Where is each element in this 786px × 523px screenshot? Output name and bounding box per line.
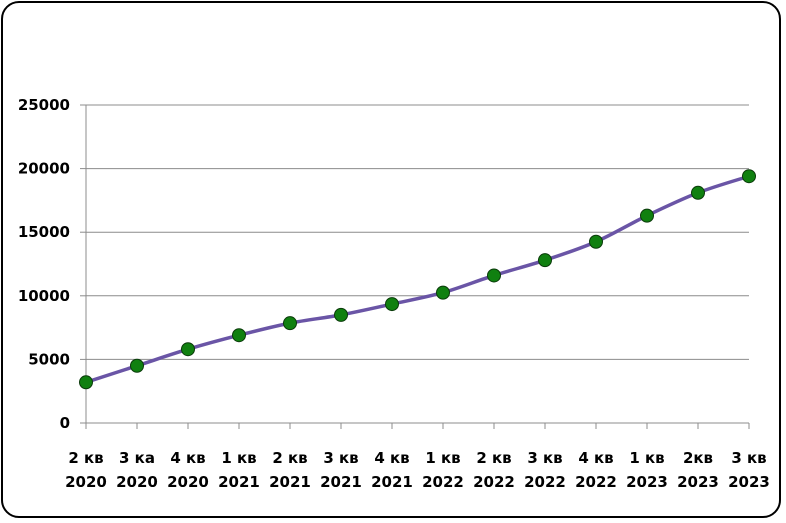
x-tick-label-year: 2021 [371, 473, 413, 491]
x-tick-label-quarter: 3 кв [731, 449, 766, 467]
x-tick-label-year: 2020 [65, 473, 107, 491]
x-tick-label-quarter: 4 кв [170, 449, 205, 467]
y-tick-label: 5000 [28, 350, 70, 368]
data-point [742, 169, 756, 184]
y-tick-label: 10000 [18, 287, 70, 305]
gridlines [86, 104, 749, 360]
data-point [283, 316, 297, 331]
x-tick-label-year: 2021 [320, 473, 362, 491]
data-point [334, 307, 348, 322]
x-tick-label-year: 2021 [218, 473, 260, 491]
data-point [487, 268, 501, 283]
y-tick-label: 0 [60, 414, 70, 432]
x-tick-label-year: 2022 [422, 473, 464, 491]
y-tick-label: 25000 [18, 96, 70, 114]
x-tick-label-quarter: 3 кв [323, 449, 358, 467]
x-tick-label-year: 2021 [269, 473, 311, 491]
x-tick-label-year: 2022 [524, 473, 566, 491]
x-tick-label-quarter: 3 кв [527, 449, 562, 467]
x-tick-label-year: 2023 [728, 473, 770, 491]
x-tick-label-quarter: 3 ка [119, 449, 155, 467]
x-tick-label-quarter: 2 кв [272, 449, 307, 467]
data-point [691, 185, 705, 200]
data-point [538, 253, 552, 268]
x-tick-labels: 2 кв 2020 3 ка 2020 4 кв 2020 1 кв 2021 2 кв 2021… [65, 449, 770, 491]
series-group [79, 169, 756, 390]
data-point [181, 342, 195, 357]
x-tick-label-quarter: 2 кв [68, 449, 103, 467]
data-point [79, 375, 93, 390]
x-tick-label-year: 2022 [473, 473, 515, 491]
x-tick-label-quarter: 2 кв [476, 449, 511, 467]
x-tick-label-year: 2020 [116, 473, 158, 491]
x-tick-label-quarter: 4 кв [374, 449, 409, 467]
x-tick-label-year: 2022 [575, 473, 617, 491]
x-tick-label-year: 2023 [677, 473, 719, 491]
x-tick-label-quarter: 1 кв [629, 449, 664, 467]
x-tick-label-quarter: 1 кв [221, 449, 256, 467]
data-point [589, 234, 603, 249]
y-tick-label: 15000 [18, 223, 70, 241]
y-tick-labels: 0 5000 10000 15000 20000 25000 [18, 96, 70, 432]
data-point [436, 285, 450, 300]
axes [80, 104, 750, 429]
data-point [640, 208, 654, 223]
data-point [385, 297, 399, 312]
x-tick-label-quarter: 4 кв [578, 449, 613, 467]
x-tick-label-year: 2020 [167, 473, 209, 491]
y-tick-label: 20000 [18, 160, 70, 178]
x-tick-label-quarter: 1 кв [425, 449, 460, 467]
x-tick-label-year: 2023 [626, 473, 668, 491]
x-tick-label-quarter: 2кв [683, 449, 713, 467]
data-point [130, 358, 144, 373]
data-point [232, 328, 246, 343]
